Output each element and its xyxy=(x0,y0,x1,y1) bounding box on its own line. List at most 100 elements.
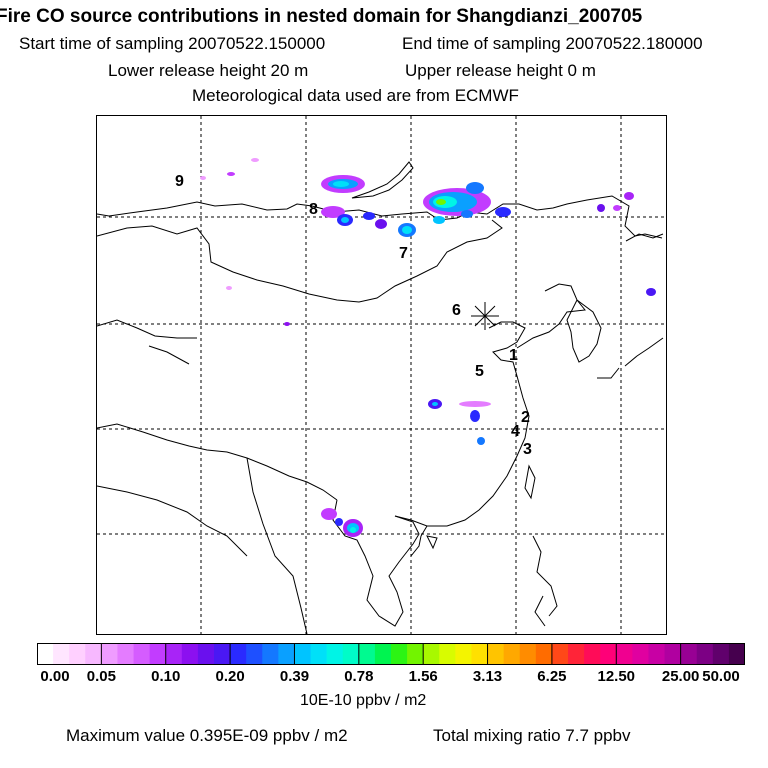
map-canvas: 1 2 3 4 5 6 7 8 9 xyxy=(96,116,666,635)
colorbar-cell xyxy=(294,643,312,665)
region-label-8: 8 xyxy=(309,201,318,218)
colorbar xyxy=(37,643,745,665)
colorbar-cell xyxy=(101,643,119,665)
source-region-labels: 1 2 3 4 5 6 7 8 9 xyxy=(175,173,532,458)
hainan-island xyxy=(426,535,438,550)
colorbar-cell xyxy=(37,643,54,665)
colorbar-cell xyxy=(214,643,231,665)
sampling-end-time: End time of sampling 20070522.180000 xyxy=(402,34,703,53)
colorbar-cell xyxy=(664,643,682,665)
plume-blob xyxy=(375,219,387,229)
colorbar-cell xyxy=(503,643,521,665)
region-label-3: 3 xyxy=(523,441,532,458)
plume-blob xyxy=(335,518,343,526)
fire-plumes xyxy=(200,158,656,537)
colorbar-cell xyxy=(712,643,730,665)
colorbar-tick-label: 6.25 xyxy=(537,668,567,685)
northeast-china-coast xyxy=(516,283,586,349)
colorbar-cell xyxy=(423,643,440,665)
map-panel: 1 2 3 4 5 6 7 8 9 xyxy=(96,115,667,635)
colorbar-cell xyxy=(358,643,376,665)
receptor-marker-group xyxy=(471,302,499,330)
plume-blob xyxy=(432,402,438,406)
plume-blob xyxy=(461,210,473,218)
colorbar-cell xyxy=(133,643,151,665)
colorbar-tick-label: 0.05 xyxy=(86,668,116,685)
lower-release-height: Lower release height 20 m xyxy=(108,61,309,80)
coastlines-and-borders xyxy=(96,161,664,635)
taiwan xyxy=(524,464,536,500)
plume-blob xyxy=(251,158,259,162)
colorbar-cell xyxy=(407,643,424,665)
plume-blob xyxy=(597,204,605,212)
colorbar-cell xyxy=(310,643,328,665)
korea-peninsula xyxy=(566,299,602,363)
mongolia-china-border xyxy=(96,219,503,303)
colorbar-cell xyxy=(551,643,569,665)
colorbar-cell xyxy=(728,643,745,665)
colorbar-tick-label: 1.56 xyxy=(408,668,438,685)
region-label-1: 1 xyxy=(509,347,518,364)
plume-blob xyxy=(436,199,446,205)
colorbar-tick-label: 12.50 xyxy=(597,668,636,685)
grid-lines xyxy=(97,116,666,634)
myanmar-coast xyxy=(246,457,308,635)
colorbar-cell xyxy=(374,643,392,665)
maximum-value: Maximum value 0.395E-09 ppbv / m2 xyxy=(66,726,348,745)
colorbar-cell xyxy=(149,643,167,665)
colorbar-cell xyxy=(181,643,199,665)
total-mixing-ratio: Total mixing ratio 7.7 ppbv xyxy=(433,726,631,745)
colorbar-cell xyxy=(342,643,360,665)
plume-blob xyxy=(227,172,235,176)
colorbar-cell xyxy=(326,643,344,665)
gulf-of-tonkin xyxy=(410,525,428,557)
region-label-6: 6 xyxy=(452,302,461,319)
colorbar-cells xyxy=(37,643,745,665)
colorbar-units: 10E-10 ppbv / m2 xyxy=(300,692,427,709)
colorbar-tick-label: 0.78 xyxy=(344,668,374,685)
plume-blob xyxy=(284,322,290,326)
upper-release-height: Upper release height 0 m xyxy=(405,61,596,80)
plume-blob xyxy=(477,437,485,445)
plume-blob xyxy=(226,286,232,290)
colorbar-tick-label: 3.13 xyxy=(472,668,503,685)
western-border xyxy=(96,345,248,557)
colorbar-tick-label: 0.20 xyxy=(215,668,245,685)
colorbar-cell xyxy=(680,643,698,665)
plume-blob xyxy=(613,205,621,211)
plume-blob xyxy=(363,212,375,220)
colorbar-cell xyxy=(230,643,247,665)
colorbar-cell xyxy=(584,643,601,665)
colorbar-cell xyxy=(85,643,102,665)
plume-blob xyxy=(402,226,412,234)
sampling-start-time: Start time of sampling 20070522.150000 xyxy=(19,34,326,53)
colorbar-cell xyxy=(197,643,215,665)
east-china-coast xyxy=(394,375,530,527)
plume-blob xyxy=(470,410,480,422)
plume-blob xyxy=(466,182,484,194)
plume-blob xyxy=(433,216,445,224)
himalaya-border xyxy=(96,319,197,339)
indochina-outline xyxy=(332,499,420,627)
colorbar-cell xyxy=(535,643,553,665)
colorbar-cell xyxy=(262,643,279,665)
colorbar-cell xyxy=(487,643,505,665)
colorbar-cell xyxy=(53,643,70,665)
colorbar-cell xyxy=(632,643,650,665)
colorbar-cell xyxy=(616,643,633,665)
colorbar-cell xyxy=(439,643,456,665)
colorbar-cell xyxy=(455,643,473,665)
plume-blob xyxy=(624,192,634,200)
colorbar-tick-label: 25.00 xyxy=(661,668,700,685)
colorbar-tick-label: 50.00 xyxy=(702,668,740,685)
colorbar-tick-label: 0.00 xyxy=(40,668,70,685)
region-label-2: 2 xyxy=(521,409,530,426)
figure-title: Fire CO source contributions in nested d… xyxy=(0,6,643,27)
colorbar-cell xyxy=(519,643,537,665)
region-label-7: 7 xyxy=(399,245,408,262)
colorbar-cell xyxy=(648,643,666,665)
plume-blob xyxy=(495,207,511,217)
colorbar-cell xyxy=(69,643,86,665)
colorbar-cell xyxy=(165,643,183,665)
bohai-coast xyxy=(488,321,526,377)
